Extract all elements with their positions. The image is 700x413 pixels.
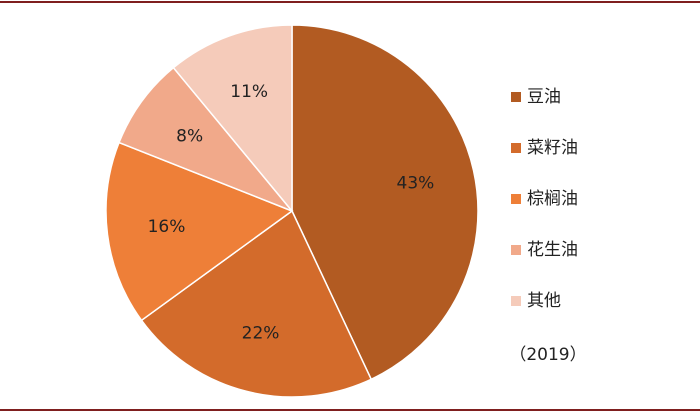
pie-slice: [172, 24, 293, 214]
legend-label: 花生油: [527, 240, 578, 260]
legend-swatch: [511, 245, 521, 255]
data-label: 16%: [148, 217, 186, 237]
data-label: 43%: [397, 173, 435, 193]
data-label: 8%: [176, 127, 203, 147]
legend-label: 菜籽油: [527, 138, 578, 158]
pie-slice: [118, 66, 293, 212]
legend-label: 豆油: [527, 87, 561, 107]
annotation: （2019）: [509, 345, 586, 365]
data-label: 11%: [230, 82, 268, 102]
data-label: 22%: [242, 324, 280, 344]
pie-slice: [140, 209, 373, 398]
legend-label: 其他: [527, 291, 561, 311]
legend-swatch: [511, 296, 521, 306]
legend-label: 棕榈油: [527, 189, 578, 209]
legend-swatch: [511, 143, 521, 153]
legend-swatch: [511, 92, 521, 102]
pie-slice: [105, 141, 294, 322]
legend-swatch: [511, 194, 521, 204]
pie-slice: [291, 24, 479, 381]
